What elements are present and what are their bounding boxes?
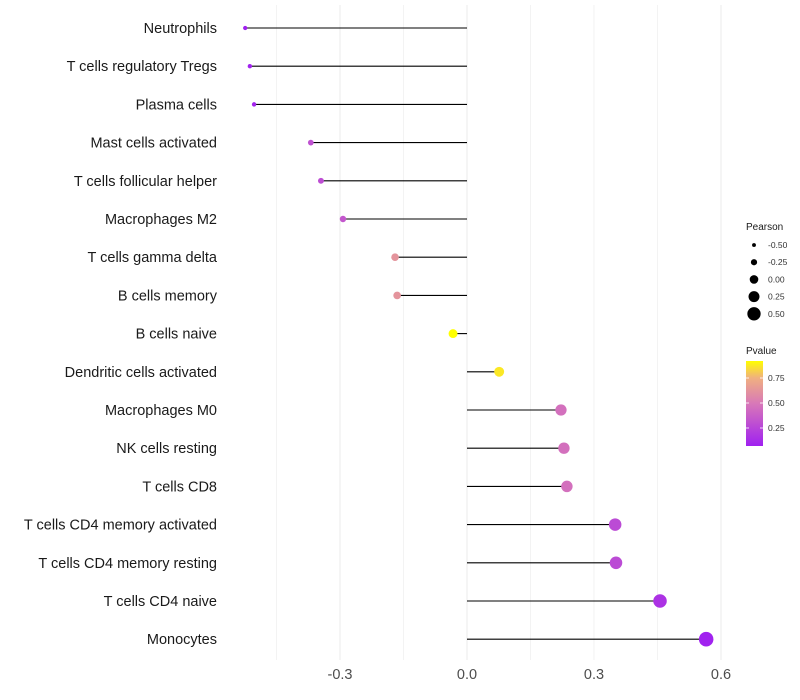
legend-color-label: 0.25 [768,423,785,433]
legend-color-label: 0.50 [768,398,785,408]
y-axis-label: T cells gamma delta [88,250,218,266]
data-point [339,215,347,223]
y-axis-label: T cells CD4 naive [104,594,217,610]
legend-size-key [748,291,760,303]
data-point [494,366,505,377]
y-axis-label: Macrophages M0 [105,403,217,419]
data-point [698,631,714,647]
data-point [561,480,573,493]
x-axis-ticks: -0.3 0.0 0.3 0.6 [328,667,732,683]
y-axis-label: Macrophages M2 [105,212,217,228]
data-point [317,177,324,184]
y-axis-label: NK cells resting [116,441,217,457]
x-tick-label: 0.6 [711,667,731,683]
legend-pearson-title: Pearson [746,222,783,233]
y-axis-label: Monocytes [147,632,217,648]
legend-size-key [750,259,758,266]
data-point [555,404,567,416]
legend-size-label: 0.50 [768,309,785,319]
y-axis-label: T cells CD4 memory resting [38,556,217,572]
data-point [391,253,399,261]
y-axis-label: T cells CD4 memory activated [24,518,217,534]
legend-size-label: -0.50 [768,240,788,250]
y-axis-label: Dendritic cells activated [65,365,217,381]
y-axis-label: T cells follicular helper [74,174,217,190]
points [243,25,714,647]
data-point [653,594,667,608]
data-point [393,291,401,300]
legend-size-key [752,243,756,247]
legend-size-key [747,307,761,321]
legend-color-label: 0.75 [768,373,785,383]
x-tick-label: 0.3 [584,667,604,683]
y-axis-label: B cells memory [118,288,218,304]
pvalue-colorbar [746,361,763,446]
legend-pvalue: Pvalue 0.25 0.50 0.75 [746,346,785,446]
legend-pvalue-title: Pvalue [746,346,777,357]
grid-lines [276,5,722,660]
data-point [243,25,248,31]
legend-size-label: 0.25 [768,292,785,302]
data-point [247,64,253,69]
legend-size-label: -0.25 [768,257,788,267]
x-tick-label: -0.3 [328,667,353,683]
y-axis-label: T cells regulatory Tregs [67,59,217,75]
x-tick-label: 0.0 [457,667,477,683]
y-axis-label: Mast cells activated [90,136,217,152]
data-point [251,102,257,107]
stems [245,27,707,640]
data-point [608,518,622,531]
data-point [558,442,570,454]
legend-size-label: 0.00 [768,274,785,284]
y-axis-label: T cells CD8 [142,479,217,495]
data-point [609,556,623,570]
y-axis-label: Plasma cells [136,97,217,113]
y-axis-labels: Neutrophils T cells regulatory Tregs Plas… [24,21,218,648]
data-point [448,329,458,339]
legend-size-key [749,275,759,284]
legend-pearson: Pearson -0.50 -0.25 0.00 0.25 0.50 [746,222,788,321]
y-axis-label: Neutrophils [144,21,217,37]
y-axis-label: B cells naive [136,327,217,343]
data-point [307,139,314,146]
